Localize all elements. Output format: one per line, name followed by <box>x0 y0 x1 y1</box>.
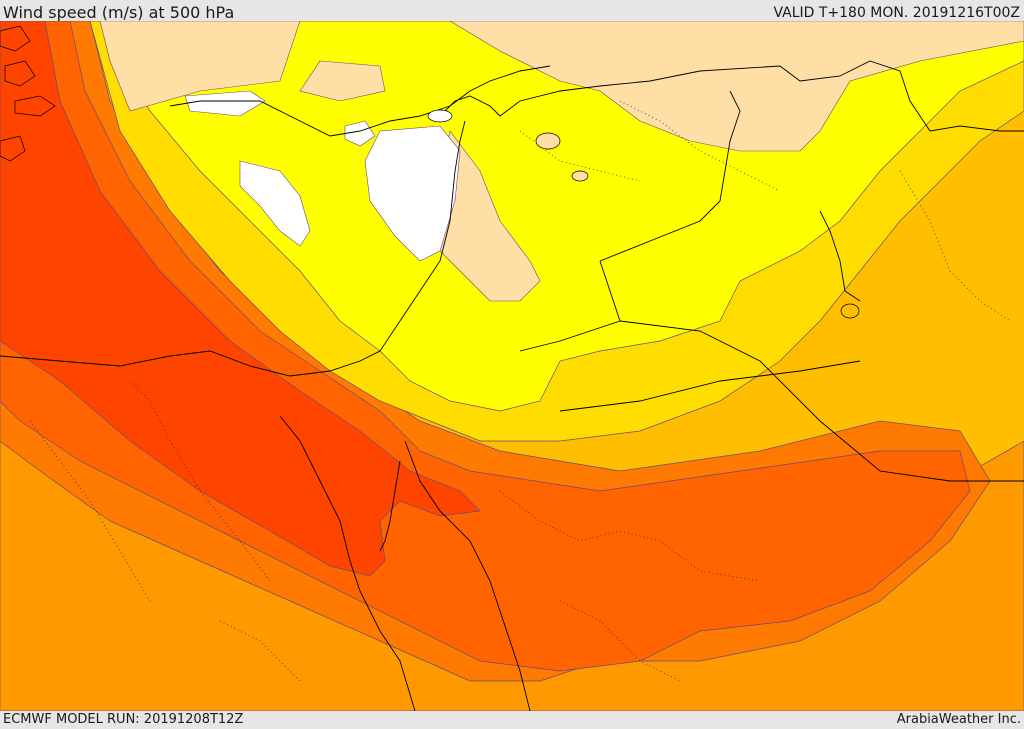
small-features <box>427 109 860 319</box>
map-area[interactable] <box>0 21 1024 711</box>
coastlines <box>0 60 1024 711</box>
band-calm-4 <box>344 120 376 147</box>
model-run-label: ECMWF MODEL RUN: 20191208T12Z <box>3 712 244 727</box>
map-title: Wind speed (m/s) at 500 hPa <box>3 3 235 22</box>
band-light-2 <box>449 21 1024 152</box>
wind-speed-map[interactable] <box>0 21 1024 711</box>
band-red-orange <box>0 21 481 577</box>
band-light-1 <box>99 21 301 112</box>
aegean-islands <box>0 25 56 162</box>
footer-bar: ECMWF MODEL RUN: 20191208T12Z ArabiaWeat… <box>0 711 1024 729</box>
band-calm-2 <box>239 160 311 247</box>
credit-label: ArabiaWeather Inc. <box>896 712 1021 727</box>
band-calm-1 <box>364 125 461 262</box>
header-bar: Wind speed (m/s) at 500 hPa VALID T+180 … <box>0 0 1024 22</box>
band-light-4 <box>299 60 386 102</box>
band-calm-3 <box>184 90 266 117</box>
valid-time: VALID T+180 MON. 20191216T00Z <box>773 5 1020 21</box>
